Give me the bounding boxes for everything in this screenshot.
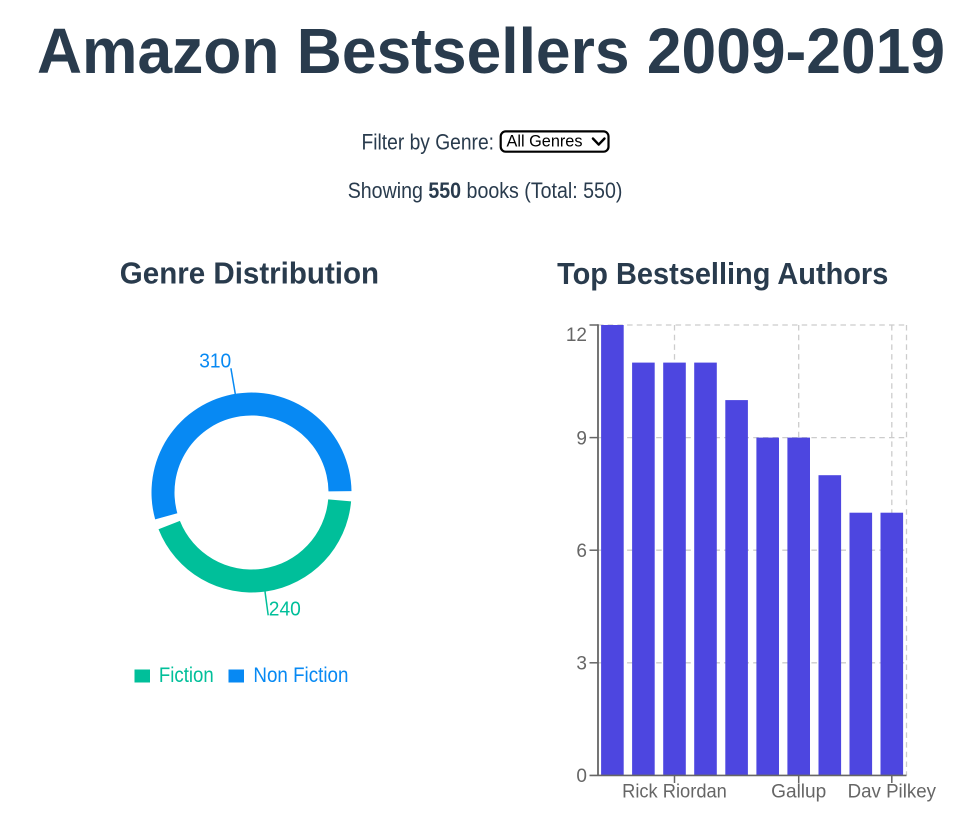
svg-text:12: 12 [566,325,587,346]
svg-text:All Genres: All Genres [507,133,583,151]
svg-text:310: 310 [199,351,231,373]
svg-text:Filter by Genre:: Filter by Genre: [362,129,495,154]
svg-text:9: 9 [576,428,587,449]
svg-text:Non Fiction: Non Fiction [253,664,348,687]
svg-text:Top Bestselling Authors: Top Bestselling Authors [557,256,888,291]
svg-text:Dav Pilkey: Dav Pilkey [848,782,937,803]
svg-text:Genre Distribution: Genre Distribution [120,256,379,291]
svg-text:Showing 550 books (Total: 550): Showing 550 books (Total: 550) [348,178,623,203]
svg-text:0: 0 [576,766,587,787]
svg-text:Fiction: Fiction [159,664,214,687]
svg-text:3: 3 [576,654,587,675]
svg-text:Rick Riordan: Rick Riordan [622,782,727,803]
svg-text:Gallup: Gallup [771,782,826,803]
svg-text:Amazon Bestsellers 2009-2019: Amazon Bestsellers 2009-2019 [37,15,945,87]
svg-text:240: 240 [269,598,301,620]
svg-text:6: 6 [576,541,587,562]
